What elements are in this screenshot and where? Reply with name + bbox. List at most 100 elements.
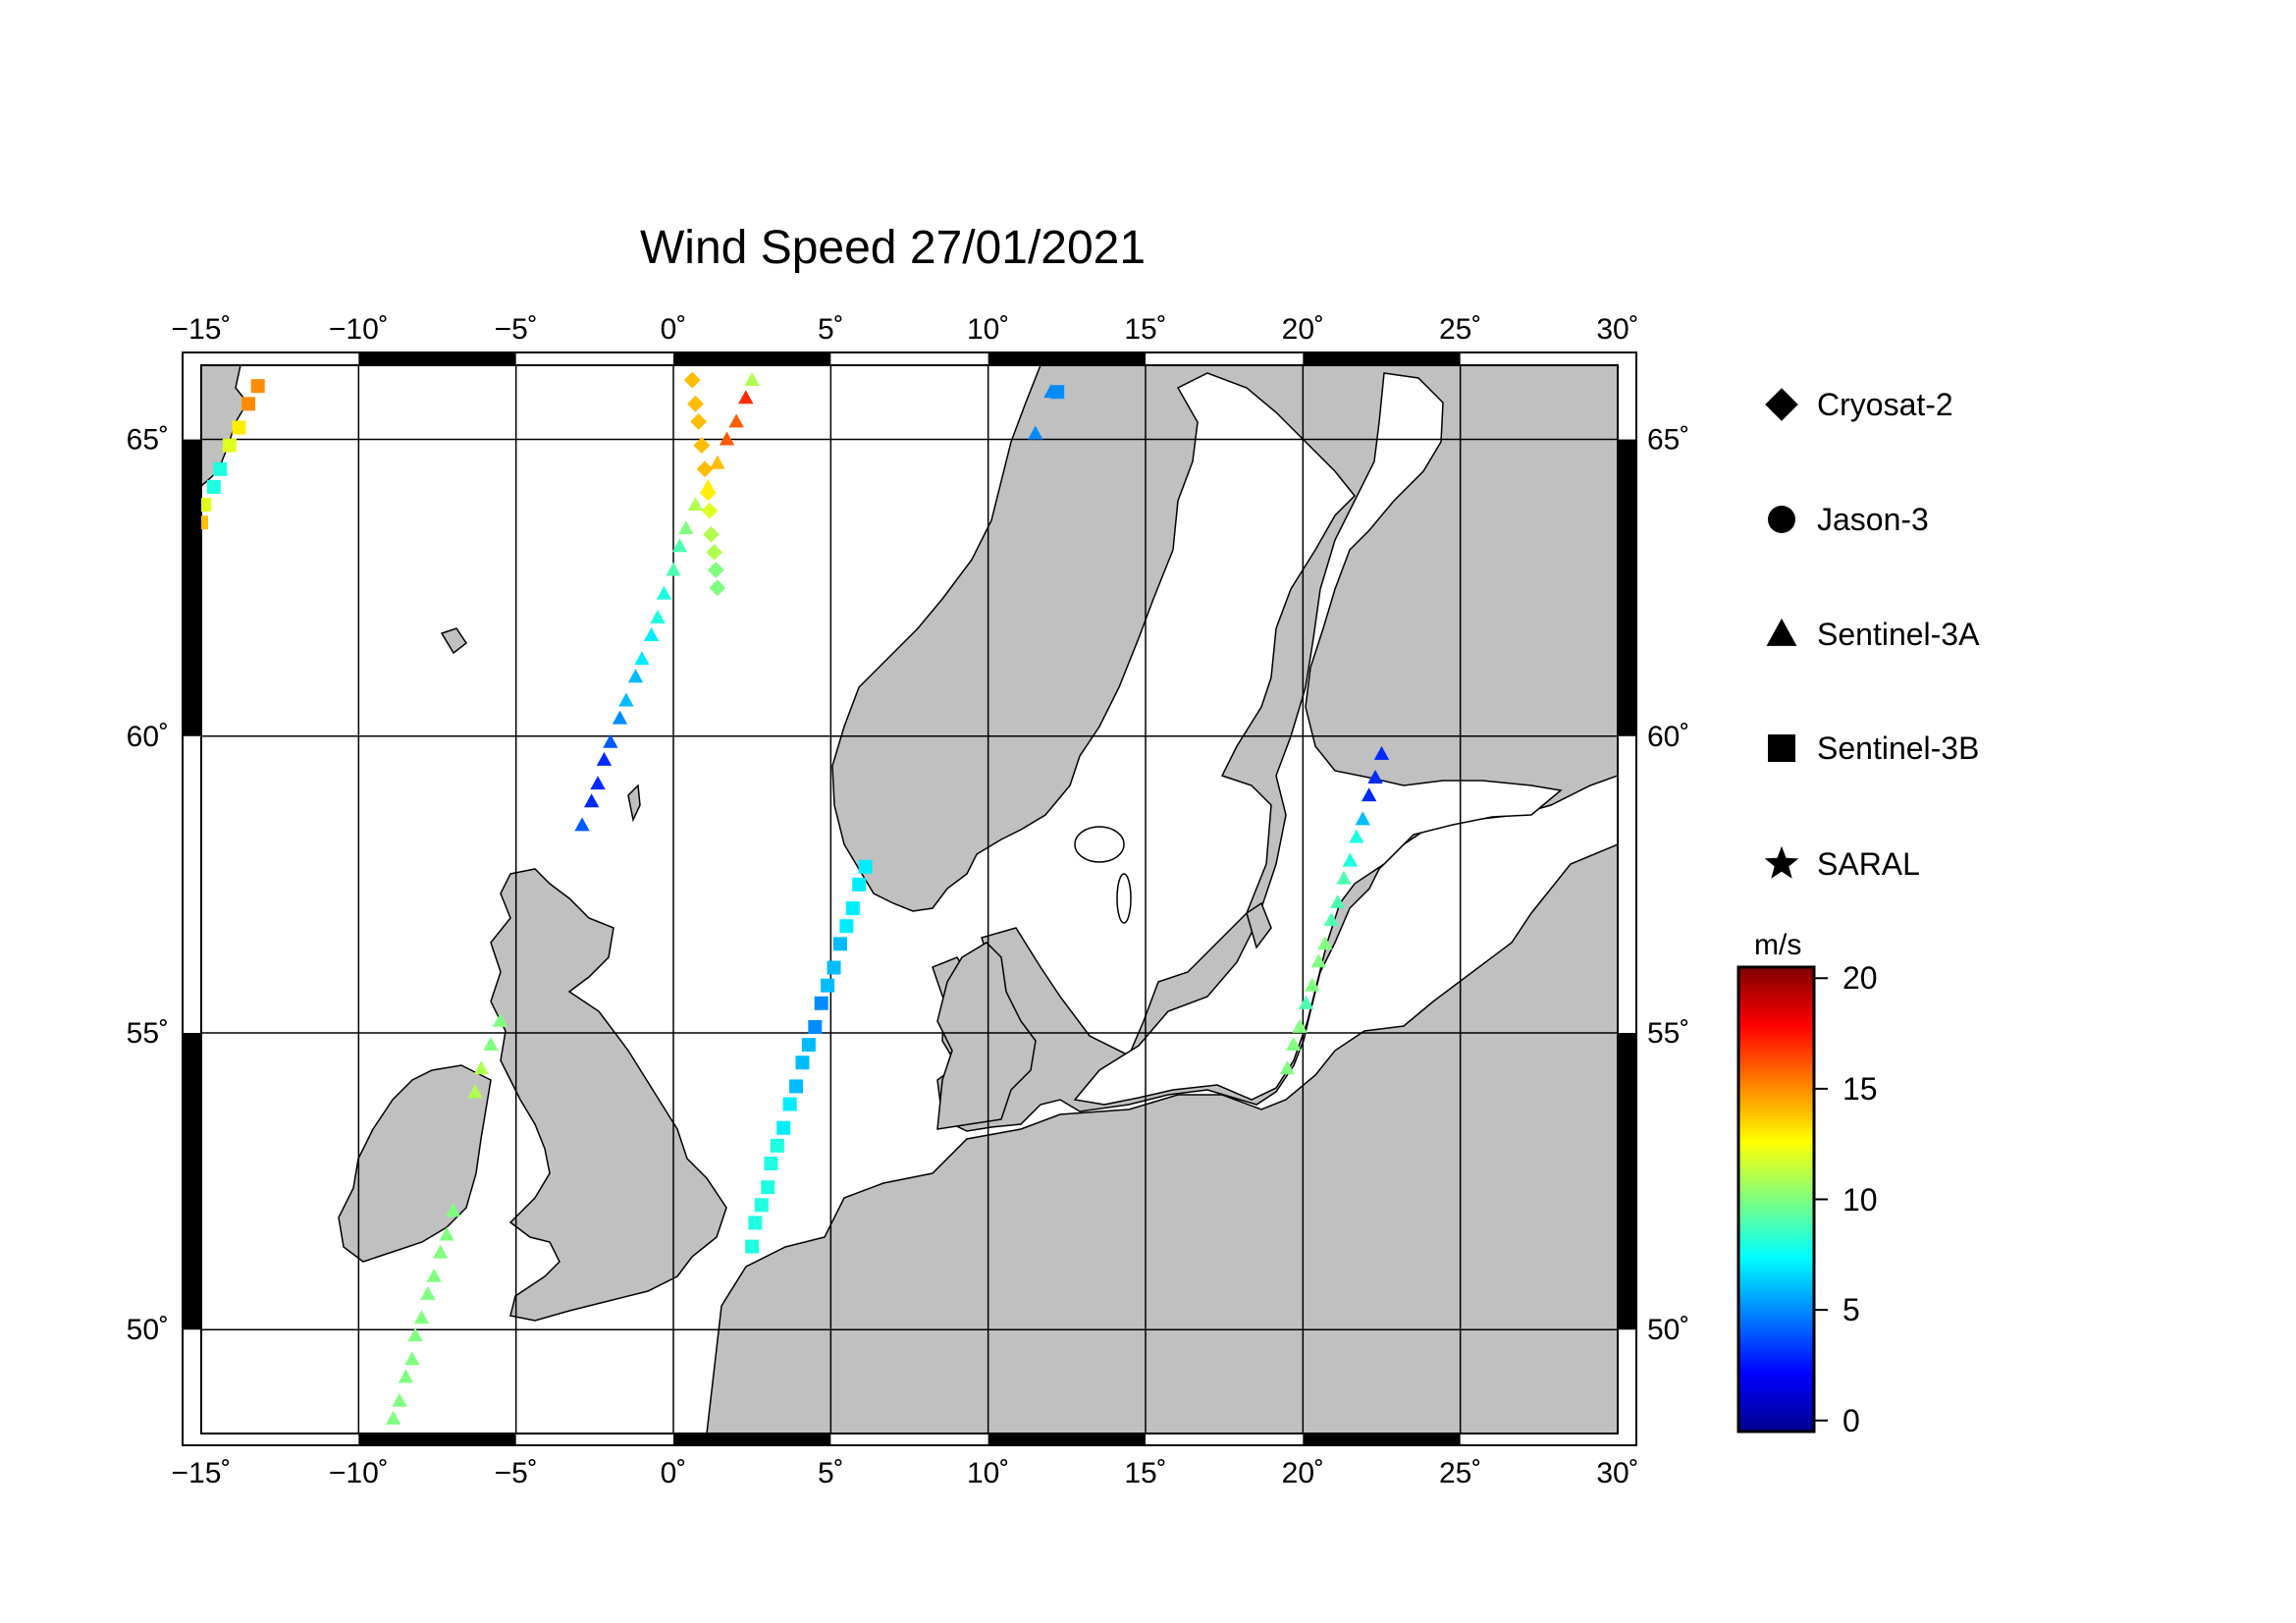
square-data-point	[795, 1055, 810, 1070]
triangle-data-point	[710, 455, 725, 469]
lon-tick-label-top: 20˚	[1282, 313, 1324, 346]
colorbar	[1736, 965, 1816, 1434]
land-faroe	[440, 627, 468, 655]
triangle-data-point	[744, 372, 760, 387]
diamond-icon	[1765, 388, 1798, 421]
square-data-point	[764, 1156, 778, 1170]
lat-tick-label-right: 60˚	[1647, 721, 1689, 753]
lon-tick-label-bottom: 5˚	[818, 1457, 844, 1489]
diamond-data-point	[701, 502, 719, 519]
lon-tick-label-top: 15˚	[1124, 313, 1166, 346]
triangle-icon	[1766, 618, 1797, 646]
square-data-point	[827, 960, 841, 975]
lon-tick-label-top: −10˚	[329, 313, 389, 346]
lon-tick-label-top: 25˚	[1439, 313, 1481, 346]
lon-tick-label-top: 30˚	[1596, 313, 1638, 346]
lon-tick-label-top: 0˚	[661, 313, 687, 346]
triangle-data-point	[1286, 1037, 1302, 1052]
triangle-data-point	[1317, 936, 1333, 950]
square-data-point	[845, 901, 860, 916]
lat-tick-label-left: 60˚	[127, 721, 169, 753]
triangle-data-point	[612, 710, 628, 725]
triangle-data-point	[483, 1037, 499, 1052]
triangle-data-point	[426, 1268, 442, 1282]
land-shetland	[627, 784, 641, 823]
triangle-data-point	[1310, 953, 1327, 968]
square-data-point	[201, 498, 212, 513]
square-data-point	[770, 1138, 784, 1153]
circle-legend-symbol	[1768, 506, 1795, 533]
legend-label: Jason-3	[1817, 502, 1929, 537]
triangle-data-point	[687, 496, 704, 511]
triangle-data-point	[738, 390, 754, 405]
colorbar-tick-label: 15	[1842, 1070, 1878, 1107]
triangle-data-point	[719, 431, 735, 446]
triangle-data-point	[666, 562, 681, 576]
frame-bar-left	[183, 1033, 201, 1330]
triangle-data-point	[678, 520, 694, 535]
triangle-data-point	[1305, 977, 1320, 992]
triangle-data-point	[407, 1327, 423, 1342]
triangle-data-point	[413, 1310, 430, 1325]
square-data-point	[232, 420, 246, 435]
square-data-point	[222, 438, 237, 453]
square-legend-symbol	[1768, 734, 1795, 762]
data-points	[201, 371, 1390, 1425]
lat-tick-label-left: 50˚	[127, 1314, 169, 1346]
triangle-data-point	[603, 733, 618, 748]
diamond-data-point	[709, 579, 726, 597]
triangle-data-point	[445, 1203, 461, 1217]
land-gotland	[1246, 901, 1272, 949]
legend-label: SARAL	[1817, 846, 1920, 882]
frame-bar-top	[1303, 352, 1461, 365]
triangle-data-point	[728, 413, 744, 428]
lon-tick-label-top: −15˚	[172, 313, 232, 346]
square-data-point	[250, 379, 265, 394]
frame-bar-top	[673, 352, 831, 365]
colorbar-unit: m/s	[1754, 929, 1802, 961]
lat-tick-label-left: 55˚	[127, 1017, 169, 1050]
triangle-data-point	[656, 585, 672, 600]
square-data-point	[206, 479, 221, 494]
star-icon	[1764, 845, 1799, 879]
lat-tick-label-right: 55˚	[1647, 1017, 1689, 1050]
square-icon	[1768, 734, 1795, 762]
lon-tick-label-top: 10˚	[967, 313, 1009, 346]
graticule	[201, 365, 1618, 1434]
square-data-point	[839, 919, 854, 934]
legend-label: Sentinel-3B	[1817, 730, 1980, 766]
colorbar-tick-label: 20	[1842, 960, 1878, 997]
lon-tick-label-bottom: 0˚	[661, 1457, 687, 1489]
lon-tick-label-bottom: −5˚	[495, 1457, 538, 1489]
triangle-data-point	[627, 669, 644, 683]
triangle-data-point	[1367, 770, 1383, 784]
tick-labels: −15˚ −15˚ −10˚ −10˚ −5˚ −5˚ 0˚ 0˚ 5˚ 5˚ 10˚ 10˚ 15˚ 1…	[127, 313, 1690, 1489]
triangle-data-point	[1373, 745, 1390, 760]
frame-bar-left	[183, 439, 201, 736]
colorbar-tick-label: 0	[1842, 1402, 1860, 1438]
triangle-data-point	[1361, 787, 1377, 802]
triangle-data-point	[1323, 912, 1339, 927]
triangle-data-point	[1342, 852, 1359, 867]
square-data-point	[801, 1038, 816, 1053]
frame-bar-bottom	[358, 1434, 516, 1445]
triangle-data-point	[574, 817, 590, 832]
triangle-data-point	[618, 692, 634, 707]
lon-tick-label-bottom: 10˚	[967, 1457, 1009, 1489]
triangle-data-point	[1292, 1018, 1308, 1033]
triangle-data-point	[492, 1012, 508, 1027]
triangle-data-point	[404, 1351, 420, 1366]
frame-bar-bottom	[988, 1434, 1146, 1445]
lon-tick-label-bottom: −15˚	[172, 1457, 232, 1489]
lon-tick-label-bottom: −10˚	[329, 1457, 389, 1489]
map-frame	[200, 364, 1619, 1434]
frame-bar-bottom	[1303, 1434, 1461, 1445]
triangle-data-point	[467, 1084, 483, 1099]
frame-bar-right	[1618, 439, 1636, 736]
triangle-data-point	[420, 1285, 436, 1300]
land-scandinavia-europe	[831, 365, 1618, 1132]
triangle-data-point	[392, 1392, 407, 1407]
square-data-point	[776, 1120, 791, 1135]
triangle-data-point	[398, 1369, 414, 1383]
lon-tick-label-bottom: 20˚	[1282, 1457, 1324, 1489]
